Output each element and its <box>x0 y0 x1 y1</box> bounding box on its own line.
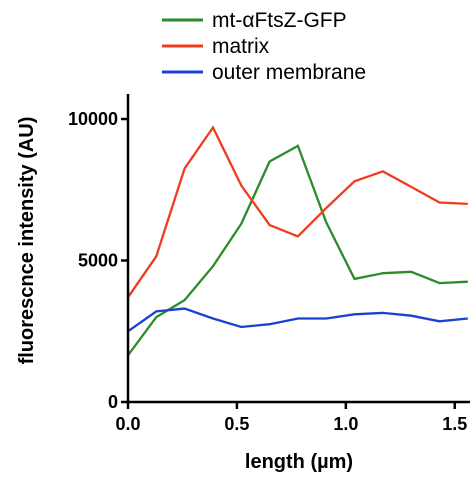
y-axis-title: fluorescnce intensity (AU) <box>16 117 38 365</box>
series-line-outer-membrane <box>127 307 468 333</box>
y-tick-label: 5000 <box>78 251 118 271</box>
ticks: 0 5000 10000 0.0 0.5 1.0 1.5 <box>68 109 467 434</box>
legend-label-outer-membrane: outer membrane <box>212 61 366 84</box>
x-tick-label: 1.0 <box>333 414 358 434</box>
series-line-mt-ftsz-gfp <box>127 144 468 356</box>
x-tick-label: 0.5 <box>224 414 249 434</box>
x-tick-label: 1.5 <box>442 414 467 434</box>
series-line-matrix <box>127 125 468 298</box>
legend-label-matrix: matrix <box>212 35 270 58</box>
x-axis-title: length (µm) <box>245 451 353 473</box>
legend: mt-αFtsZ-GFP matrix outer membrane <box>162 9 366 84</box>
y-tick-label: 10000 <box>68 109 118 129</box>
legend-label-mt-ftsz-gfp: mt-αFtsZ-GFP <box>212 9 347 32</box>
x-tick-label: 0.0 <box>115 414 140 434</box>
axes <box>126 94 470 404</box>
y-tick-label: 0 <box>108 392 118 412</box>
plot-area <box>127 125 468 356</box>
